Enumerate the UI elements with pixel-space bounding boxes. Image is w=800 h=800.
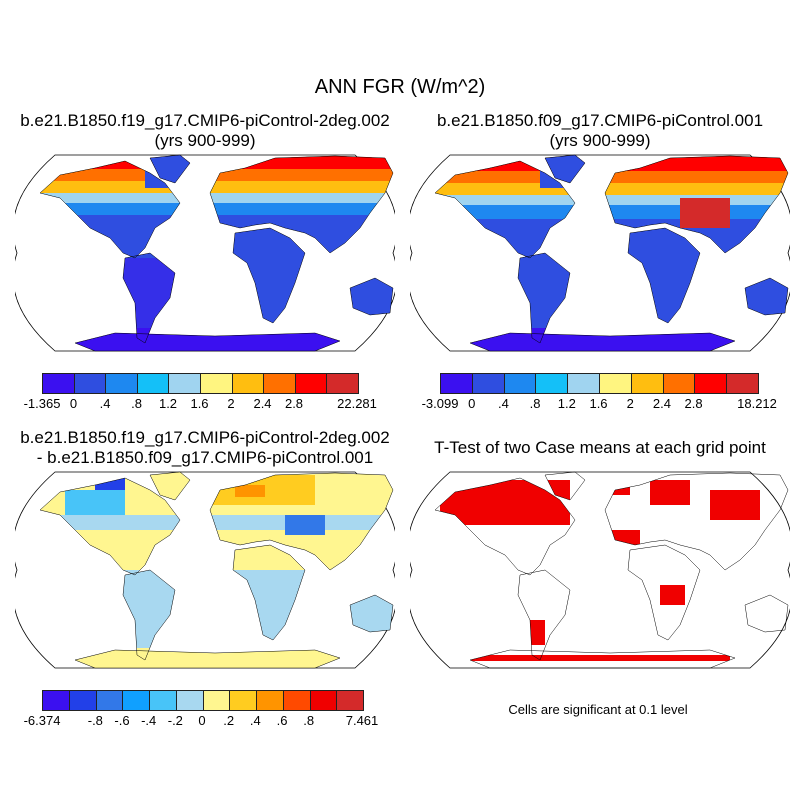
colorbar-box: [599, 374, 632, 393]
colorbar-box: [123, 691, 150, 710]
colorbar-tick-label: 18.212: [737, 396, 777, 411]
colorbar-tick-label: 0: [69, 396, 78, 411]
colorbar-tick-label: -1.365: [23, 396, 61, 411]
colorbar-box: [631, 374, 664, 393]
colorbar-box: [327, 374, 358, 393]
colorbar-tick-label: 2.4: [253, 396, 272, 411]
colorbar-tick-label: 2.4: [652, 396, 671, 411]
colorbar-box: [264, 374, 296, 393]
colorbar-tick-label: -.6: [114, 713, 130, 728]
colorbar-box: [74, 374, 107, 393]
colorbar-tick-label: .4: [497, 396, 509, 411]
colorbar-tick-label: .2: [223, 713, 235, 728]
colorbar-tick-label: -.4: [141, 713, 157, 728]
colorbar-tick-label: -3.099: [421, 396, 459, 411]
panel3-title-line2: - b.e21.B1850.f09_g17.CMIP6-piControl.00…: [36, 448, 374, 467]
colorbar-tick-label: 0: [468, 396, 476, 411]
colorbar-box: [200, 374, 233, 393]
panel1-title: b.e21.B1850.f19_g17.CMIP6-piControl-2deg…: [20, 111, 390, 151]
colorbar-tick-label: 1.6: [589, 396, 608, 411]
colorbar-tick-label: 2: [227, 396, 235, 411]
colorbar-box: [695, 374, 728, 393]
colorbar-box: [69, 691, 97, 710]
colorbar-box: [43, 691, 70, 710]
panel3-title-line1: b.e21.B1850.f19_g17.CMIP6-piControl-2deg…: [20, 428, 390, 447]
colorbar-tick-label: 7.461: [345, 713, 379, 728]
colorbar-box: [568, 374, 600, 393]
colorbar-box: [441, 374, 473, 393]
colorbar-box: [232, 374, 265, 393]
colorbar-tick-label: -6.374: [23, 713, 61, 728]
colorbar-tick-label: -.8: [87, 713, 103, 728]
colorbar-case1-labels: -1.365 0 .4 .8 1.2 1.6 2 2.4 2.8 22.281: [24, 396, 377, 412]
colorbar-box: [472, 374, 505, 393]
colorbar-box: [295, 374, 328, 393]
colorbar-box: [504, 374, 537, 393]
colorbar-box: [137, 374, 170, 393]
colorbar-tick-label: 1.6: [190, 396, 209, 411]
colorbar-box: [169, 374, 201, 393]
map-ttest: [410, 471, 790, 669]
colorbar-box: [96, 691, 124, 710]
panel4-title: T-Test of two Case means at each grid po…: [434, 438, 766, 457]
colorbar-tick-label: 1.2: [557, 396, 576, 411]
map-case1: [15, 154, 395, 352]
map-case2: [410, 154, 790, 352]
colorbar-case1: [42, 373, 359, 394]
colorbar-box: [257, 691, 284, 710]
panel1-title-line1: b.e21.B1850.f19_g17.CMIP6-piControl-2deg…: [20, 111, 390, 130]
colorbar-tick-label: .4: [249, 713, 261, 728]
colorbar-tick-label: 2: [626, 396, 634, 411]
colorbar-box: [106, 374, 138, 393]
colorbar-box: [203, 691, 231, 710]
significance-note: Cells are significant at 0.1 level: [508, 702, 688, 717]
colorbar-difference: [42, 690, 364, 711]
panel2-title-line1: b.e21.B1850.f09_g17.CMIP6-piControl.001: [436, 111, 764, 130]
colorbar-box: [283, 691, 311, 710]
map-difference: [15, 471, 395, 669]
colorbar-case2: [440, 373, 759, 394]
colorbar-box: [337, 691, 363, 710]
colorbar-box: [727, 374, 758, 393]
colorbar-box: [43, 374, 75, 393]
panel2-title-line2: (yrs 900-999): [549, 131, 651, 150]
colorbar-box: [150, 691, 177, 710]
colorbar-tick-label: 2.8: [684, 396, 703, 411]
colorbar-box: [310, 691, 338, 710]
colorbar-tick-label: .6: [276, 713, 288, 728]
colorbar-tick-label: 22.281: [337, 396, 377, 411]
colorbar-tick-label: .8: [303, 713, 315, 728]
colorbar-difference-labels: -6.374 -.8 -.6 -.4 -.2 0 .2 .4 .6 .8 7.461: [24, 713, 379, 729]
colorbar-tick-label: .4: [99, 396, 111, 411]
colorbar-tick-label: 0: [198, 713, 206, 728]
colorbar-box: [536, 374, 569, 393]
colorbar-tick-label: 2.8: [284, 396, 304, 411]
panel3-title: b.e21.B1850.f19_g17.CMIP6-piControl-2deg…: [20, 428, 390, 468]
panel1-title-line2: (yrs 900-999): [154, 131, 256, 150]
colorbar-tick-label: 1.2: [158, 396, 178, 411]
colorbar-box: [663, 374, 696, 393]
colorbar-tick-label: -.2: [167, 713, 183, 728]
colorbar-tick-label: .8: [529, 396, 541, 411]
colorbar-tick-label: .8: [131, 396, 142, 411]
panel2-title: b.e21.B1850.f09_g17.CMIP6-piControl.001 …: [437, 111, 763, 151]
figure-title: ANN FGR (W/m^2): [314, 76, 486, 98]
colorbar-box: [176, 691, 204, 710]
colorbar-case2-labels: -3.099 0 .4 .8 1.2 1.6 2 2.4 2.8 18.212: [422, 396, 777, 412]
colorbar-box: [230, 691, 257, 710]
